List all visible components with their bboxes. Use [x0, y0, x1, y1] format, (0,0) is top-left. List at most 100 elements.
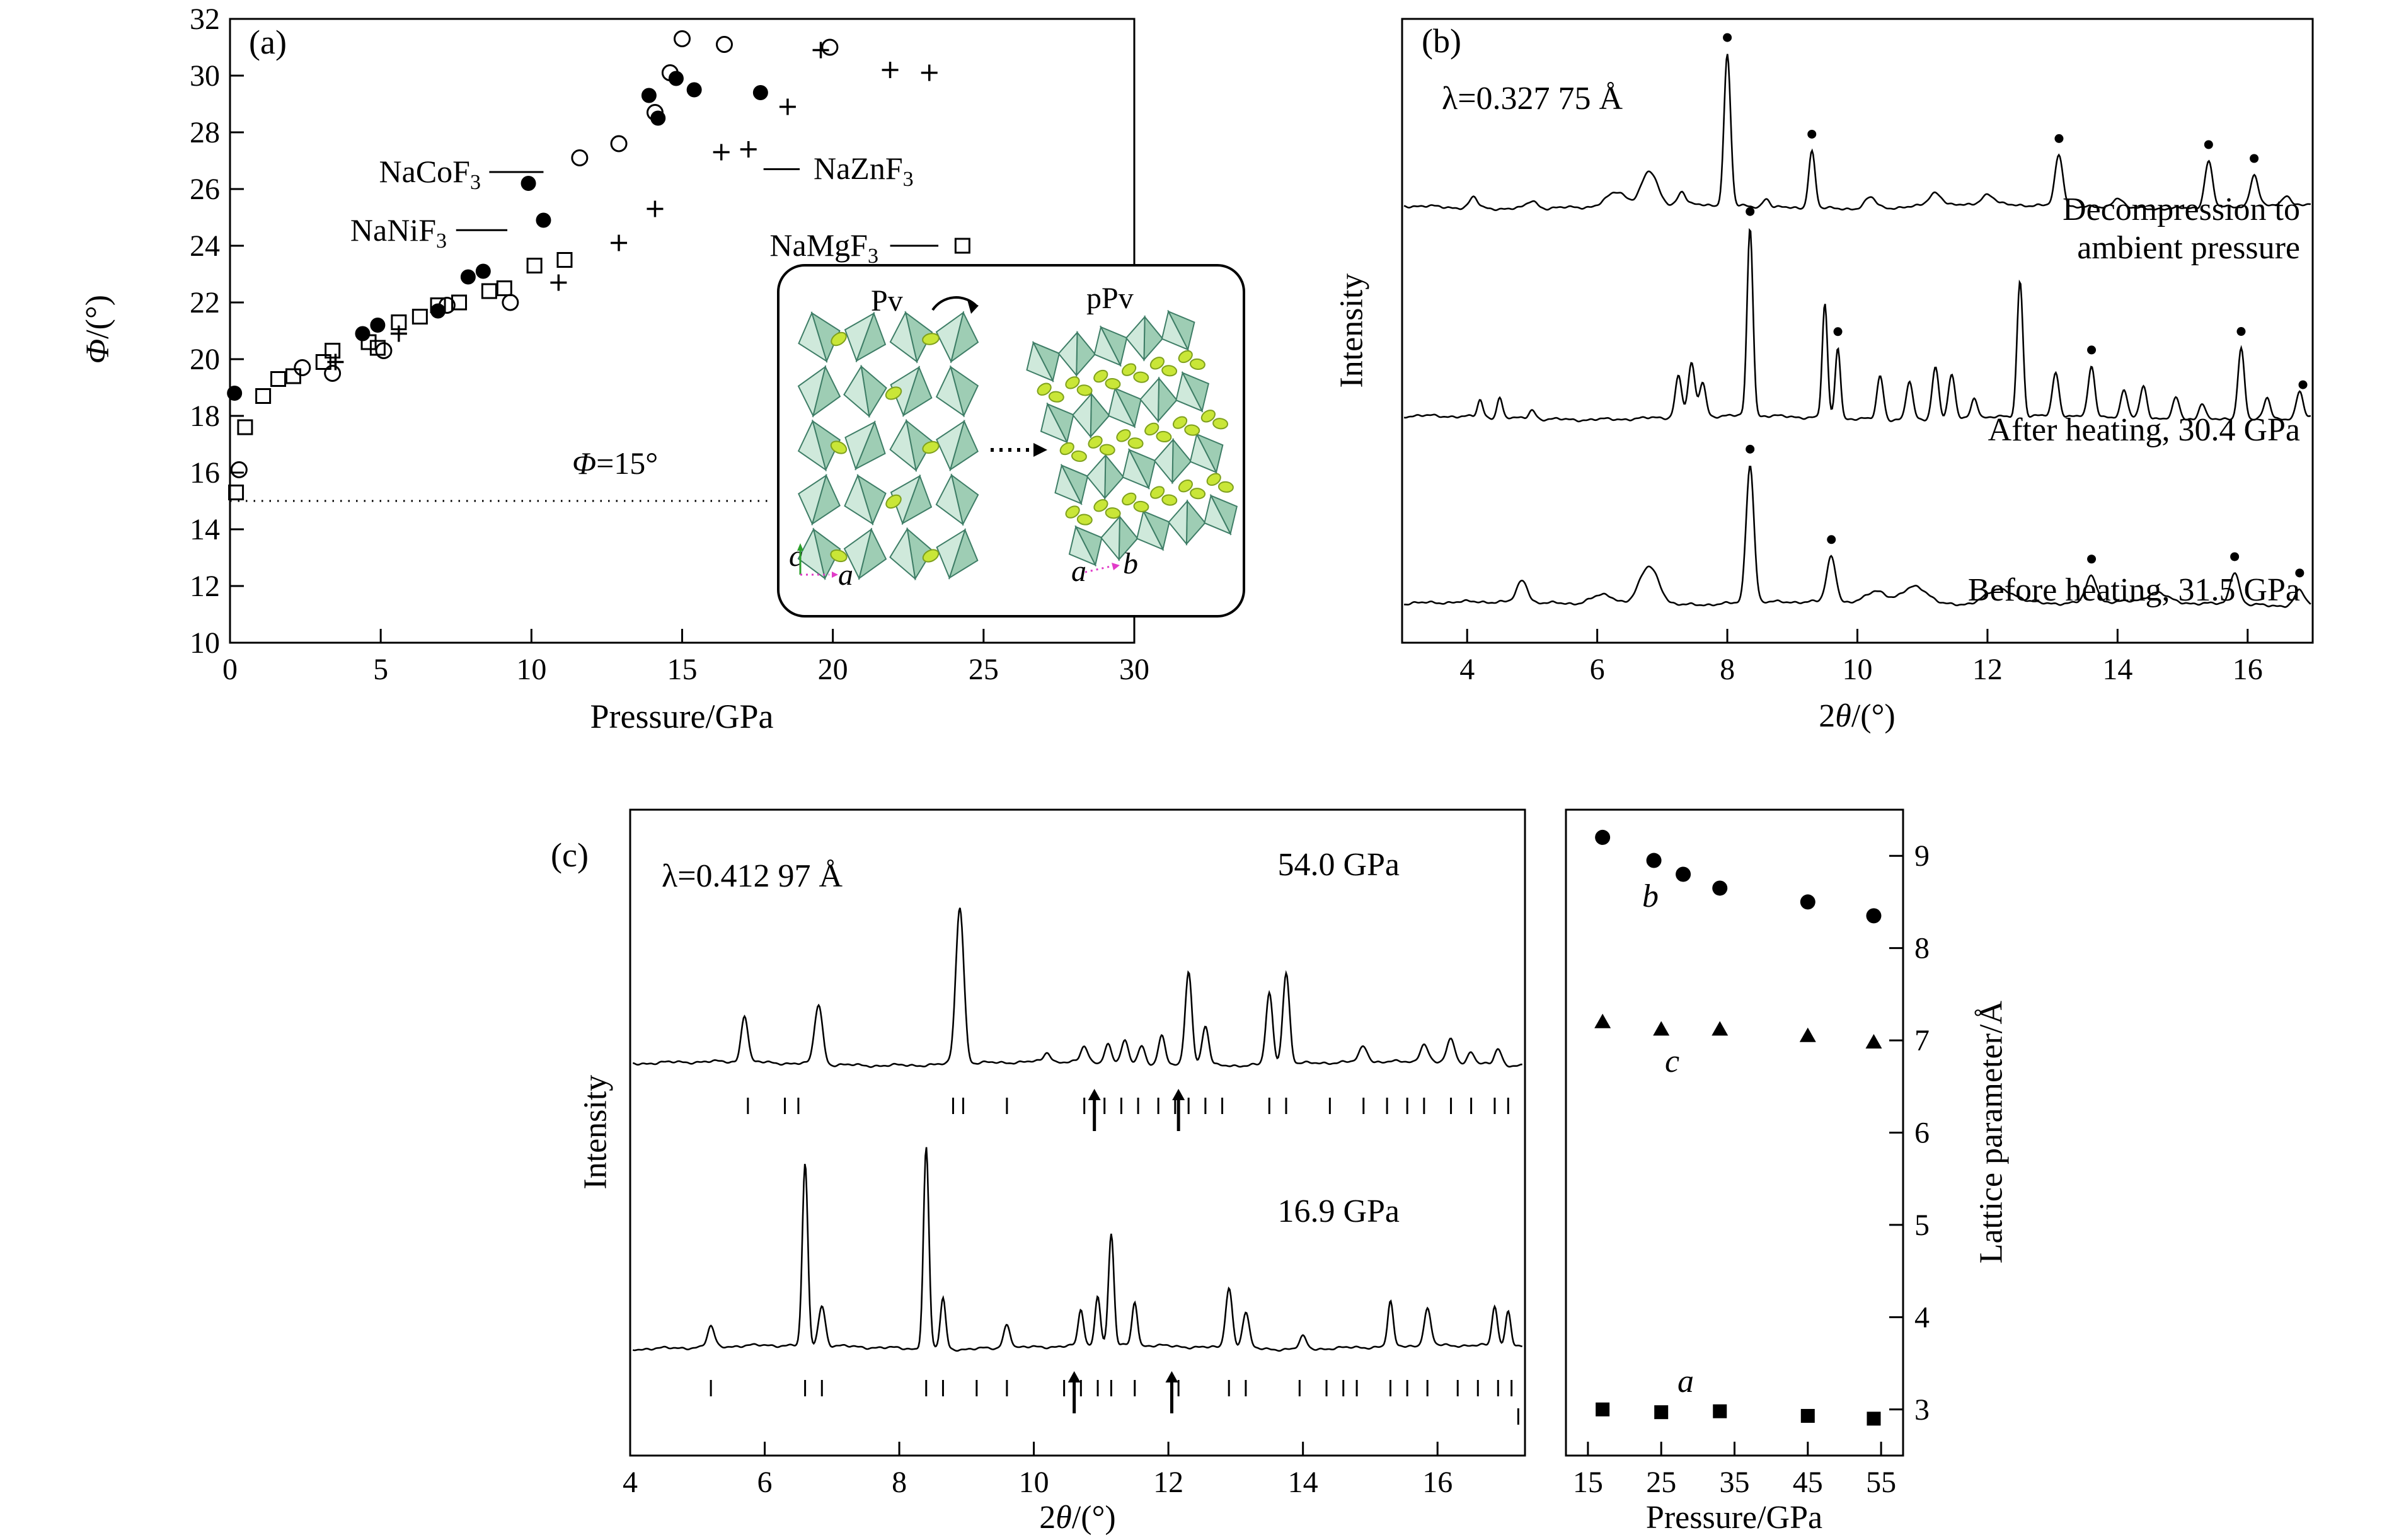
legend-nacof3-sub: 3 [470, 171, 481, 194]
marker-square-open [237, 419, 253, 435]
series-label-a: a [1677, 1364, 1694, 1399]
octahedron [1189, 432, 1224, 474]
panel-c-axes-box [629, 808, 1526, 1457]
octahedron [1168, 499, 1206, 546]
x-tick-label: 12 [1153, 1466, 1183, 1499]
marker-circle-open [438, 297, 456, 314]
series-label-b: b [1642, 878, 1659, 914]
peak-dot [2298, 380, 2308, 389]
octahedron [1086, 453, 1125, 500]
y-tick-label: 7 [1914, 1024, 1930, 1057]
na-atom [1059, 442, 1074, 456]
na-atom [1212, 418, 1229, 430]
na-atom [1071, 450, 1087, 463]
trace-label-decompression: Decompression to ambient pressure [1826, 190, 2300, 268]
octahedron [936, 528, 979, 580]
peak-dot [2236, 327, 2246, 336]
na-atom [1161, 365, 1178, 377]
xrd-trace [1404, 466, 2311, 608]
legend-namgf3-sub: 3 [868, 244, 878, 268]
marker-circle-filled [752, 85, 768, 100]
x-tick-label: 14 [2102, 653, 2132, 686]
na-atom [1178, 350, 1193, 364]
na-atom [885, 386, 902, 400]
na-atom [922, 333, 940, 345]
marker-circle-open [674, 30, 691, 47]
series-NaCoF3 [227, 71, 768, 401]
x-tick-label: 35 [1720, 1466, 1750, 1499]
peak-dot [1833, 327, 1843, 336]
marker-circle-open [230, 461, 248, 478]
octahedron [1057, 330, 1096, 377]
inset-axis-b-arrow [1085, 565, 1111, 573]
marker-square-open [325, 343, 341, 359]
y-tick-label: 20 [190, 343, 220, 376]
panel-c-x-title-pre: 2 [1039, 1500, 1056, 1536]
marker-circle-open [324, 365, 342, 382]
x-tick-label: 15 [667, 653, 698, 686]
octahedron [936, 419, 979, 472]
marker-circle-filled [1800, 894, 1815, 910]
peak-dot [2204, 140, 2213, 149]
rotation-arrow-head [967, 300, 979, 314]
pv-structure [797, 311, 979, 581]
na-atom [1127, 437, 1144, 449]
x-tick-label: 25 [969, 653, 999, 686]
y-tick-label: 32 [190, 3, 220, 36]
lattice-series-a [1596, 1402, 1881, 1426]
na-atom [830, 440, 848, 454]
rotation-arrow [931, 296, 978, 311]
x-tick-label: 10 [1019, 1466, 1049, 1499]
y-tick-label: 22 [190, 286, 220, 319]
inset-pv-title: Pv [871, 284, 903, 318]
y-tick-label: 12 [190, 570, 220, 603]
marker-square-open [360, 334, 377, 350]
octahedron [890, 365, 933, 417]
na-atom [1076, 384, 1093, 396]
na-atom [1206, 473, 1221, 486]
marker-square-filled [1596, 1402, 1610, 1416]
trace-label-before-heating: Before heating, 31.5 GPa [1967, 572, 2300, 608]
lattice-x-axis-title: Pressure/GPa [1645, 1500, 1823, 1536]
y-tick-label: 30 [190, 59, 220, 93]
na-atom [1122, 363, 1137, 376]
na-atom [1190, 488, 1206, 500]
inset-axis-a2-label: a [1071, 555, 1086, 588]
x-tick-label: 12 [1972, 653, 2003, 686]
legend-nanif3: NaNiF3 [258, 212, 447, 254]
peak-dot [2087, 555, 2097, 564]
xrd-trace [1403, 227, 2311, 423]
octahedron [889, 418, 933, 473]
panel-c-x-title-post: /(°) [1071, 1500, 1116, 1536]
x-tick-label: 25 [1646, 1466, 1676, 1499]
x-tick-label: 6 [1590, 653, 1605, 686]
series-NaZnF3 [327, 42, 938, 371]
marker-square-open [556, 252, 573, 268]
x-tick-label: 15 [1573, 1466, 1603, 1499]
panel-b: 4 6 8 10 12 14 16 [1401, 18, 2314, 686]
na-atom [1122, 492, 1137, 506]
octahedron [798, 311, 841, 364]
xrd-trace [1403, 54, 2311, 212]
peak-dot [1746, 207, 1755, 216]
octahedron [843, 364, 887, 418]
octahedron [935, 473, 979, 526]
marker-square-filled [1713, 1404, 1727, 1418]
na-atom [1144, 422, 1159, 436]
na-atom [1172, 416, 1188, 429]
panel-b-letter: (b) [1422, 22, 1461, 60]
x-tick-label: 10 [516, 653, 546, 686]
x-tick-label: 6 [757, 1466, 773, 1499]
panel-c-wavelength-label: λ=0.412 97 Å [662, 858, 843, 894]
octahedron [890, 474, 933, 526]
marker-circle-filled [1866, 908, 1882, 924]
peak-dot [2250, 154, 2259, 163]
marker-circle-open [610, 135, 628, 152]
octahedron [843, 527, 887, 580]
phi-15-annotation: Φ=15° [572, 445, 659, 481]
marker-square-open [451, 294, 468, 311]
y-tick-label: 26 [190, 173, 220, 206]
panel-b-y-axis-title: Intensity [1333, 273, 1370, 388]
